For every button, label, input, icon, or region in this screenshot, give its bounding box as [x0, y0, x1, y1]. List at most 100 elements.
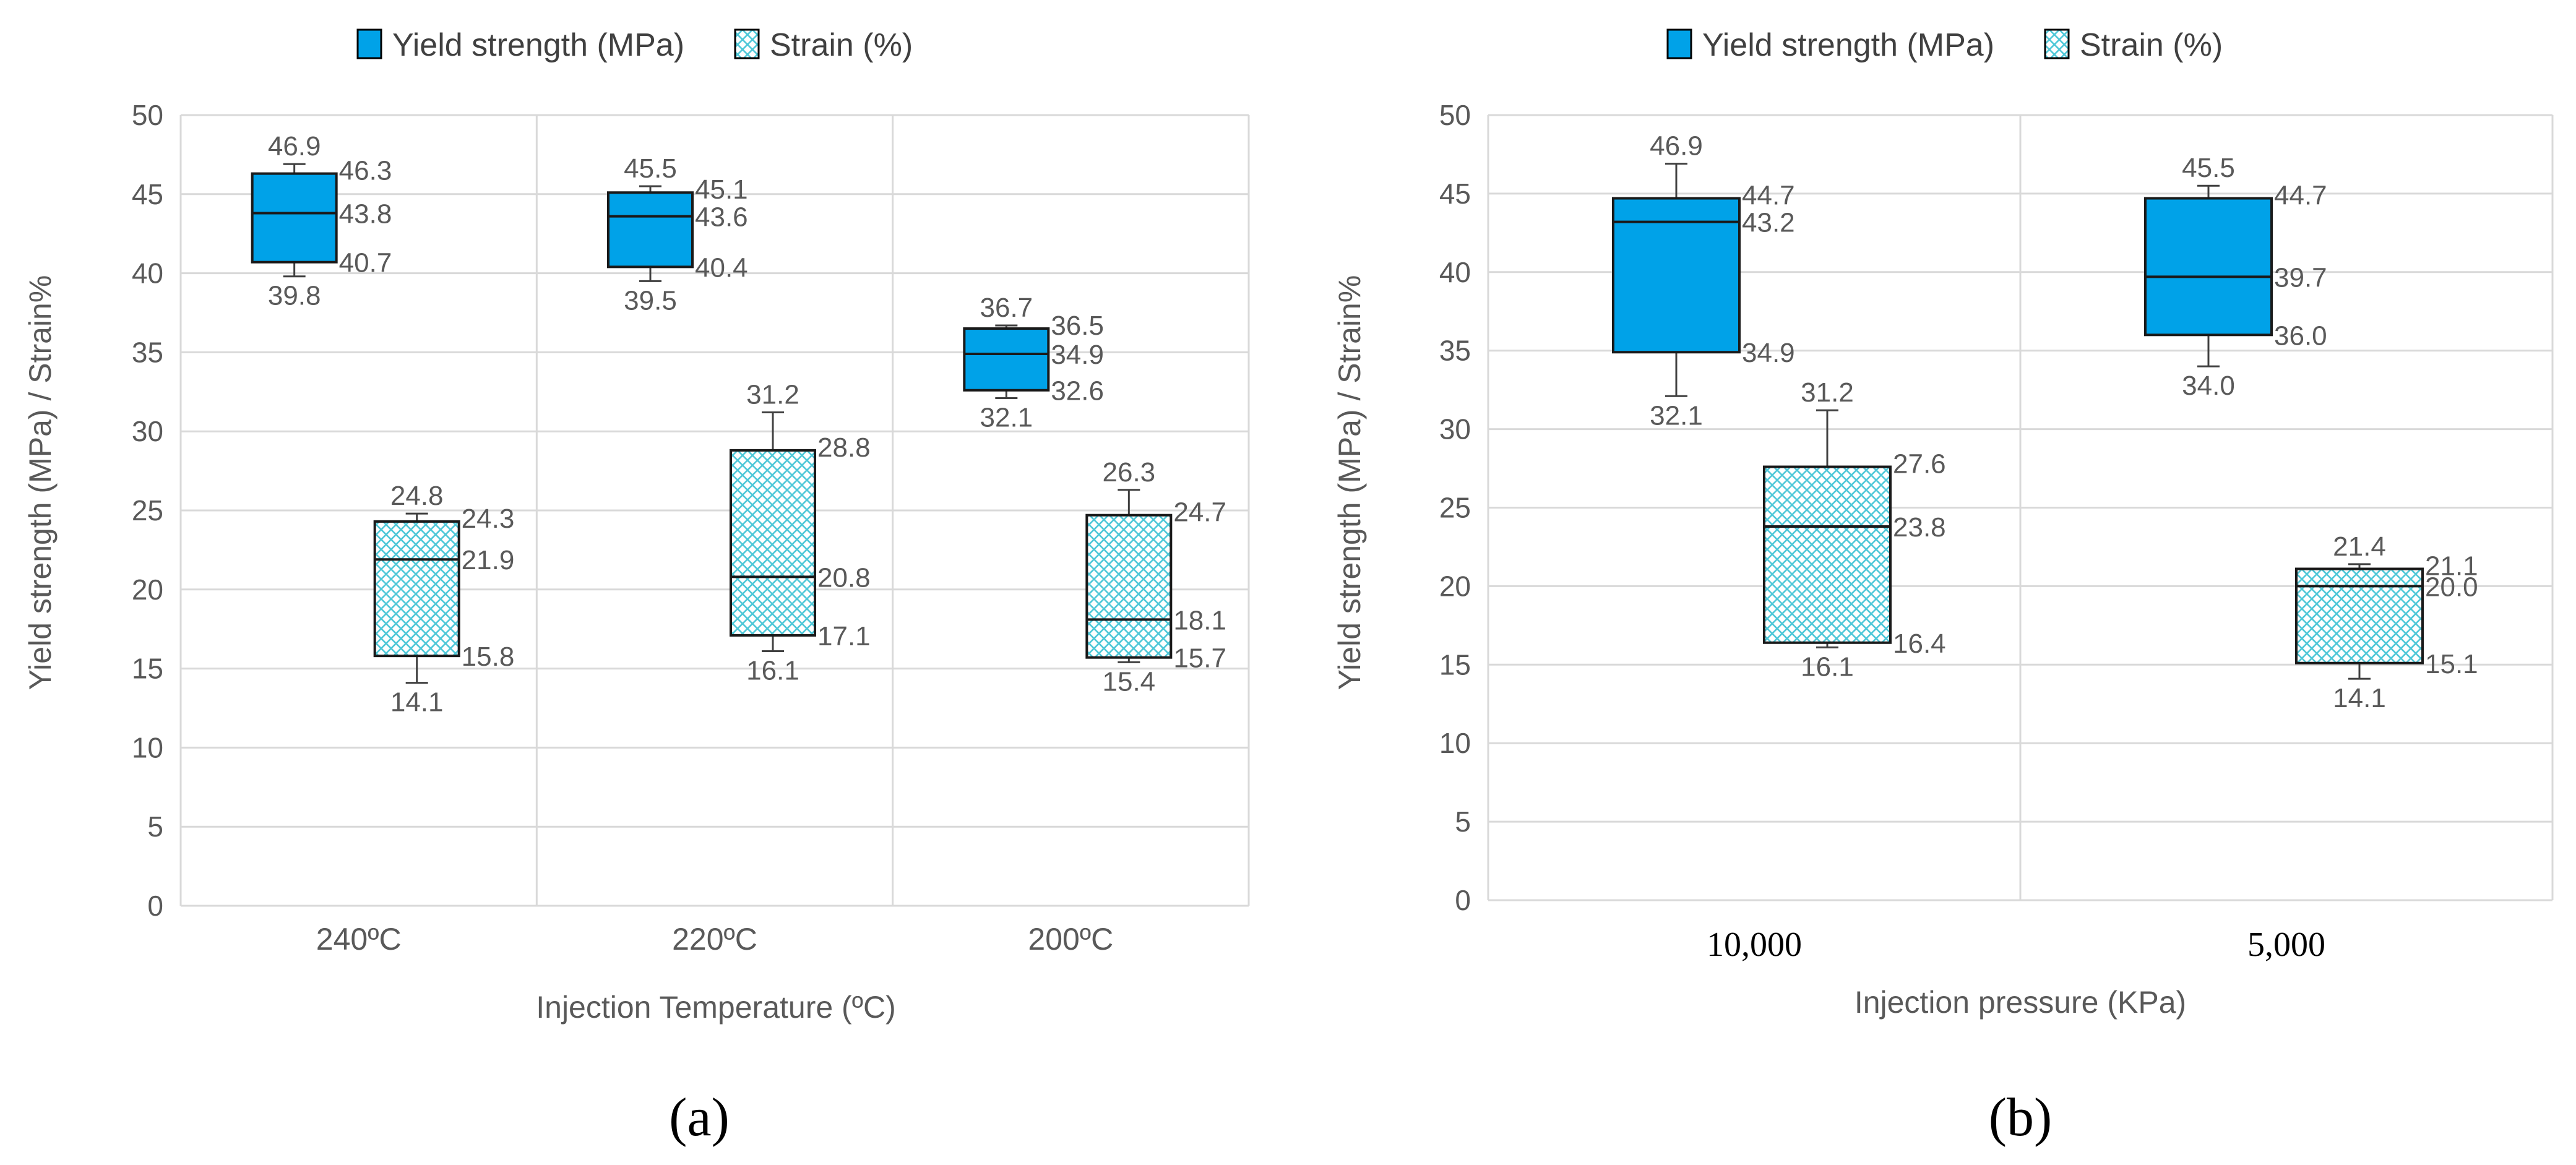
box-b-s1-c1: 21.4 21.120.0 15.1 14.1	[2295, 531, 2478, 713]
panel-label-a: (a)	[669, 1088, 730, 1148]
data-label-max: 46.9	[268, 131, 321, 161]
data-label-q1: 32.6	[1051, 376, 1104, 406]
data-label-min: 34.0	[2182, 371, 2235, 401]
y-tick-label-a: 45	[132, 178, 163, 210]
data-label-median: 20.8	[817, 562, 871, 593]
box-a-s0-c0: 46.9 46.3 43.8 40.7 39.8	[251, 131, 392, 311]
box-a-s1-c2: 26.3 24.7 18.1 15.7 15.4	[1085, 457, 1226, 697]
data-label-q1: 15.8	[462, 642, 515, 672]
data-label-q1: 34.9	[1742, 338, 1795, 368]
data-label-q1: 40.7	[339, 248, 392, 278]
category-label-a: 220ºC	[672, 922, 757, 957]
legend-a-swatch-strain	[734, 28, 760, 59]
y-tick-label-b: 25	[1439, 492, 1471, 524]
y-axis-title-b: Yield strength (MPa) / Strain%	[1332, 275, 1367, 690]
data-label-median: 18.1	[1173, 605, 1226, 635]
data-label-min: 32.1	[1650, 400, 1703, 431]
data-label-median: 43.2	[1742, 208, 1795, 238]
y-tick-label-a: 50	[132, 99, 163, 131]
box-b-s0-c0: 46.9 44.743.2 34.9 32.1	[1612, 131, 1795, 431]
legend-b-label-strain: Strain (%)	[2080, 27, 2223, 63]
box-a-s0-c2: 36.7 36.534.9 32.6 32.1	[963, 293, 1104, 433]
y-tick-label-a: 10	[132, 731, 163, 763]
data-label-q3: 24.7	[1173, 497, 1226, 528]
category-label-a: 200ºC	[1028, 922, 1113, 957]
legend-b-swatch-strain	[2044, 28, 2070, 59]
data-label-q1: 16.4	[1893, 629, 1946, 659]
data-label-q1: 40.4	[695, 252, 748, 283]
data-label-max: 36.7	[980, 293, 1033, 323]
box-b-s1-c0: 31.2 27.6 23.8 16.4 16.1	[1763, 377, 1946, 682]
y-axis-title-a: Yield strength (MPa) / Strain%	[23, 275, 58, 690]
data-label-median: 43.8	[339, 199, 392, 229]
y-tick-labels-a: 0 5 10 15 20 25 30 35 40 45 50	[132, 99, 163, 922]
data-label-q3: 45.1	[695, 174, 748, 205]
data-label-median: 39.7	[2274, 262, 2327, 293]
data-label-max: 31.2	[746, 380, 799, 410]
box-a-s1-c1: 31.2 28.8 20.8 17.1 16.1	[730, 380, 871, 686]
legend-a-label-yield: Yield strength (MPa)	[392, 27, 684, 63]
data-label-q3: 21.1	[2425, 551, 2478, 581]
data-label-q1: 15.1	[2425, 649, 2478, 679]
box-body	[730, 449, 816, 637]
y-tick-label-a: 0	[147, 890, 163, 922]
y-tick-label-b: 20	[1439, 570, 1471, 602]
y-tick-label-a: 35	[132, 336, 163, 368]
box-body	[2295, 567, 2424, 664]
box-body	[1085, 514, 1173, 659]
box-body	[373, 520, 460, 658]
box-body	[251, 172, 338, 264]
data-label-median: 20.0	[2425, 572, 2478, 602]
legend-b-label-yield: Yield strength (MPa)	[1702, 27, 1994, 63]
y-tick-label-a: 20	[132, 574, 163, 606]
box-marks-a: 46.9 46.3 43.8 40.7 39.8 45.5 45.143.6 40.4 39.5…	[251, 131, 1226, 718]
box-body	[1612, 197, 1741, 354]
x-axis-title-b: Injection pressure (KPa)	[1854, 985, 2186, 1020]
y-tick-label-b: 0	[1455, 884, 1471, 916]
data-label-q3: 27.6	[1893, 449, 1946, 479]
data-label-q3: 44.7	[1742, 181, 1795, 211]
data-label-min: 16.1	[1801, 651, 1854, 682]
y-tick-label-a: 25	[132, 494, 163, 527]
box-a-s0-c1: 45.5 45.143.6 40.4 39.5	[607, 153, 748, 316]
box-b-s0-c1: 45.5 44.7 39.7 36.0 34.0	[2144, 153, 2327, 401]
box-a-s1-c0: 24.8 24.3 21.9 15.8 14.1	[373, 481, 515, 718]
category-label-b: 10,000	[1707, 926, 1802, 964]
x-axis-title-a: Injection Temperature (ºC)	[536, 990, 895, 1025]
legend-b: Yield strength (MPa) Strain (%)	[1666, 27, 2223, 63]
legend-a-label-strain: Strain (%)	[770, 27, 913, 63]
box-marks-b: 46.944.743.234.932.145.544.739.736.034.0…	[1612, 131, 2478, 713]
panel-label-b: (b)	[1989, 1088, 2053, 1148]
data-label-max: 31.2	[1801, 377, 1854, 408]
y-tick-label-a: 40	[132, 257, 163, 290]
data-label-min: 14.1	[390, 687, 444, 718]
data-label-median: 21.9	[462, 545, 515, 575]
y-tick-label-b: 35	[1439, 335, 1471, 367]
data-label-max: 26.3	[1103, 457, 1156, 488]
y-tick-label-b: 10	[1439, 727, 1471, 759]
category-label-b: 5,000	[2247, 926, 2325, 964]
data-label-min: 15.4	[1103, 666, 1156, 697]
data-label-q3: 28.8	[817, 432, 871, 463]
data-label-min: 32.1	[980, 403, 1033, 433]
data-label-q3: 46.3	[339, 156, 392, 186]
data-label-max: 46.9	[1650, 131, 1703, 161]
category-labels-a: 240ºC 220ºC 200ºC	[316, 922, 1113, 957]
category-labels-b: 10,000 5,000	[1707, 926, 2325, 964]
y-tick-labels-b: 0 5 10 15 20 25 30 35 40 45 50	[1439, 99, 1471, 916]
legend-b-swatch-yield	[1666, 28, 1692, 59]
data-label-max: 45.5	[624, 153, 677, 184]
chart-panel-b: Yield strength (MPa) Strain (%) 0 5 10 15 20…	[1332, 27, 2554, 1148]
data-label-median: 43.6	[695, 202, 748, 233]
data-label-median: 34.9	[1051, 340, 1104, 370]
data-label-max: 21.4	[2333, 531, 2386, 562]
chart-panel-a: Yield strength (MPa) Strain (%) 0 5 10 15 20…	[23, 27, 1250, 1148]
y-tick-label-b: 30	[1439, 413, 1471, 445]
box-body	[2144, 197, 2273, 337]
data-label-median: 23.8	[1893, 512, 1946, 543]
data-label-q1: 36.0	[2274, 320, 2327, 351]
data-label-q3: 36.5	[1051, 311, 1104, 341]
y-tick-label-b: 5	[1455, 806, 1471, 838]
data-label-q1: 15.7	[1173, 643, 1226, 674]
